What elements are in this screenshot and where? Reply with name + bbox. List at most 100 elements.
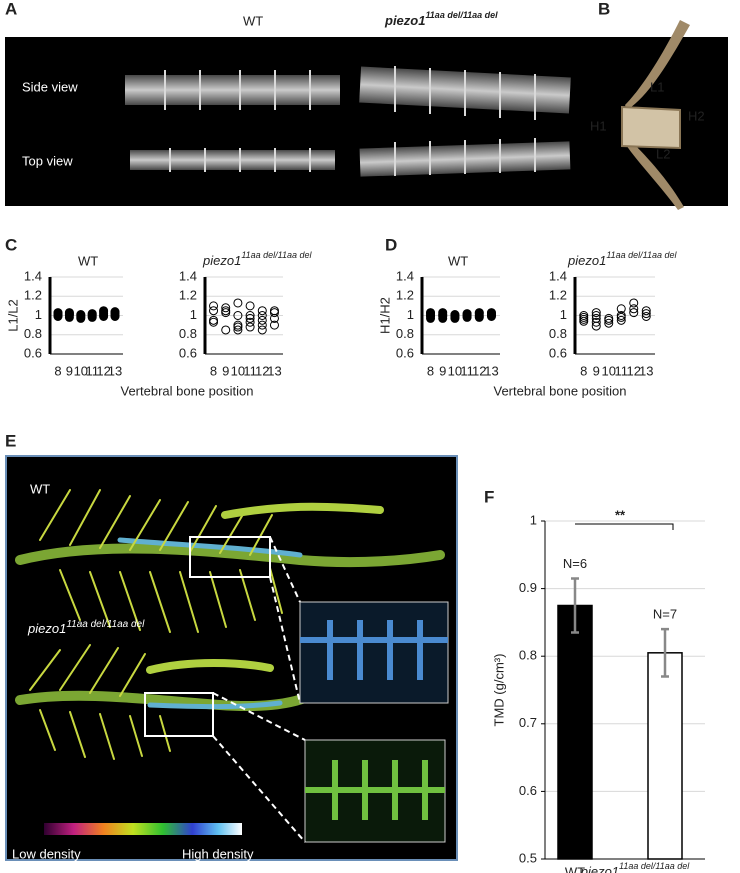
chart-title: WT <box>448 253 468 268</box>
label-sup: 11aa del/11aa del <box>66 619 145 630</box>
data-point <box>269 308 279 318</box>
y-tick-label: 0.5 <box>519 850 537 865</box>
diagram-spine <box>625 20 690 110</box>
data-point <box>616 304 626 314</box>
y-tick-label: 1.4 <box>549 268 567 283</box>
data-point <box>450 310 460 320</box>
y-tick-label: 0.6 <box>549 345 567 360</box>
n-label: N=6 <box>563 556 587 571</box>
y-tick-label: 0.6 <box>396 345 414 360</box>
data-point <box>629 304 639 314</box>
x-tick-label: 13 <box>484 363 498 378</box>
diagram-label: L1 <box>650 79 664 94</box>
data-point <box>209 301 219 311</box>
row-label: Top view <box>22 153 73 168</box>
data-point <box>233 322 243 332</box>
y-tick-label: 0.7 <box>519 715 537 730</box>
x-tick-label: 12 <box>627 363 641 378</box>
y-tick-label: 1.2 <box>396 288 414 303</box>
bar <box>557 604 593 860</box>
label-main: piezo1 <box>384 13 425 28</box>
data-point <box>616 315 626 325</box>
y-tick-label: 0.8 <box>549 326 567 341</box>
x-tick-label: 8 <box>54 363 61 378</box>
data-point <box>245 301 255 311</box>
x-tick-label: 9 <box>66 363 73 378</box>
data-point <box>245 311 255 320</box>
chart-title: WT <box>78 253 98 268</box>
row-label: Side view <box>22 79 78 94</box>
data-point <box>269 306 279 316</box>
colorbar-label: High density <box>182 846 254 861</box>
diagram-label: L2 <box>656 146 670 161</box>
y-tick-label: 0.8 <box>396 326 414 341</box>
y-tick-label: 1.4 <box>179 268 197 283</box>
data-point <box>76 310 86 320</box>
data-point <box>641 311 651 321</box>
x-tick-label: 9 <box>439 363 446 378</box>
data-point <box>591 321 601 331</box>
data-point <box>233 298 243 308</box>
data-point <box>221 325 231 335</box>
data-point <box>591 308 601 318</box>
data-point <box>245 313 255 323</box>
data-point <box>233 325 243 335</box>
x-tick-label: piezo111aa del/11aa del <box>580 861 691 873</box>
panel-letter: B <box>598 0 610 18</box>
x-tick-label: 8 <box>210 363 217 378</box>
x-tick-label: 10 <box>231 363 245 378</box>
data-point <box>64 308 74 318</box>
significance-bracket <box>575 523 674 530</box>
vertebrae <box>125 66 571 177</box>
data-point <box>87 309 97 319</box>
n-label: N=7 <box>653 607 677 622</box>
data-point <box>641 306 651 316</box>
label-main: piezo1 <box>202 253 241 268</box>
x-tick-label: 12 <box>96 363 110 378</box>
x-tick-label: 13 <box>108 363 122 378</box>
panel-letter: D <box>385 235 397 254</box>
chart-title: piezo111aa del/11aa del <box>202 250 313 268</box>
x-tick-label: 13 <box>267 363 281 378</box>
x-axis-label: Vertebral bone position <box>121 383 254 398</box>
data-point <box>209 306 219 316</box>
data-point <box>233 320 243 330</box>
bar <box>647 652 683 860</box>
label-main: piezo1 <box>580 864 619 873</box>
x-tick-label: 11 <box>85 363 99 378</box>
data-point <box>221 303 231 313</box>
colorbar-label: Low density <box>12 846 81 861</box>
y-tick-label: 1.2 <box>24 288 42 303</box>
inset-detail <box>305 760 445 820</box>
panel-letter: A <box>5 0 17 18</box>
data-point <box>426 308 436 318</box>
y-tick-label: 0.6 <box>519 783 537 798</box>
y-tick-label: 1 <box>530 512 537 527</box>
x-tick-label: 11 <box>243 363 257 378</box>
label-main: piezo1 <box>27 621 66 636</box>
significance: ** <box>615 507 626 522</box>
data-point <box>591 317 601 327</box>
y-tick-label: 1.2 <box>549 288 567 303</box>
label-sup: 11aa del/11aa del <box>619 861 690 871</box>
y-tick-label: 0.8 <box>24 326 42 341</box>
data-point <box>438 308 448 318</box>
image-label: WT <box>30 481 50 496</box>
data-point <box>245 322 255 332</box>
data-point <box>99 306 109 316</box>
diagram-label: H2 <box>688 108 705 123</box>
data-point <box>641 309 651 319</box>
label-sup: 11aa del/11aa del <box>425 10 498 20</box>
data-point <box>221 308 231 318</box>
zoom-box <box>144 692 214 737</box>
x-tick-label: 12 <box>255 363 269 378</box>
x-tick-label: 13 <box>639 363 653 378</box>
y-tick-label: 1.2 <box>179 288 197 303</box>
data-point <box>629 298 639 308</box>
colorbar <box>44 823 242 835</box>
y-tick-label: 0.8 <box>519 648 537 663</box>
data-point <box>257 311 267 320</box>
error-bar <box>571 577 579 634</box>
x-tick-label: 9 <box>593 363 600 378</box>
